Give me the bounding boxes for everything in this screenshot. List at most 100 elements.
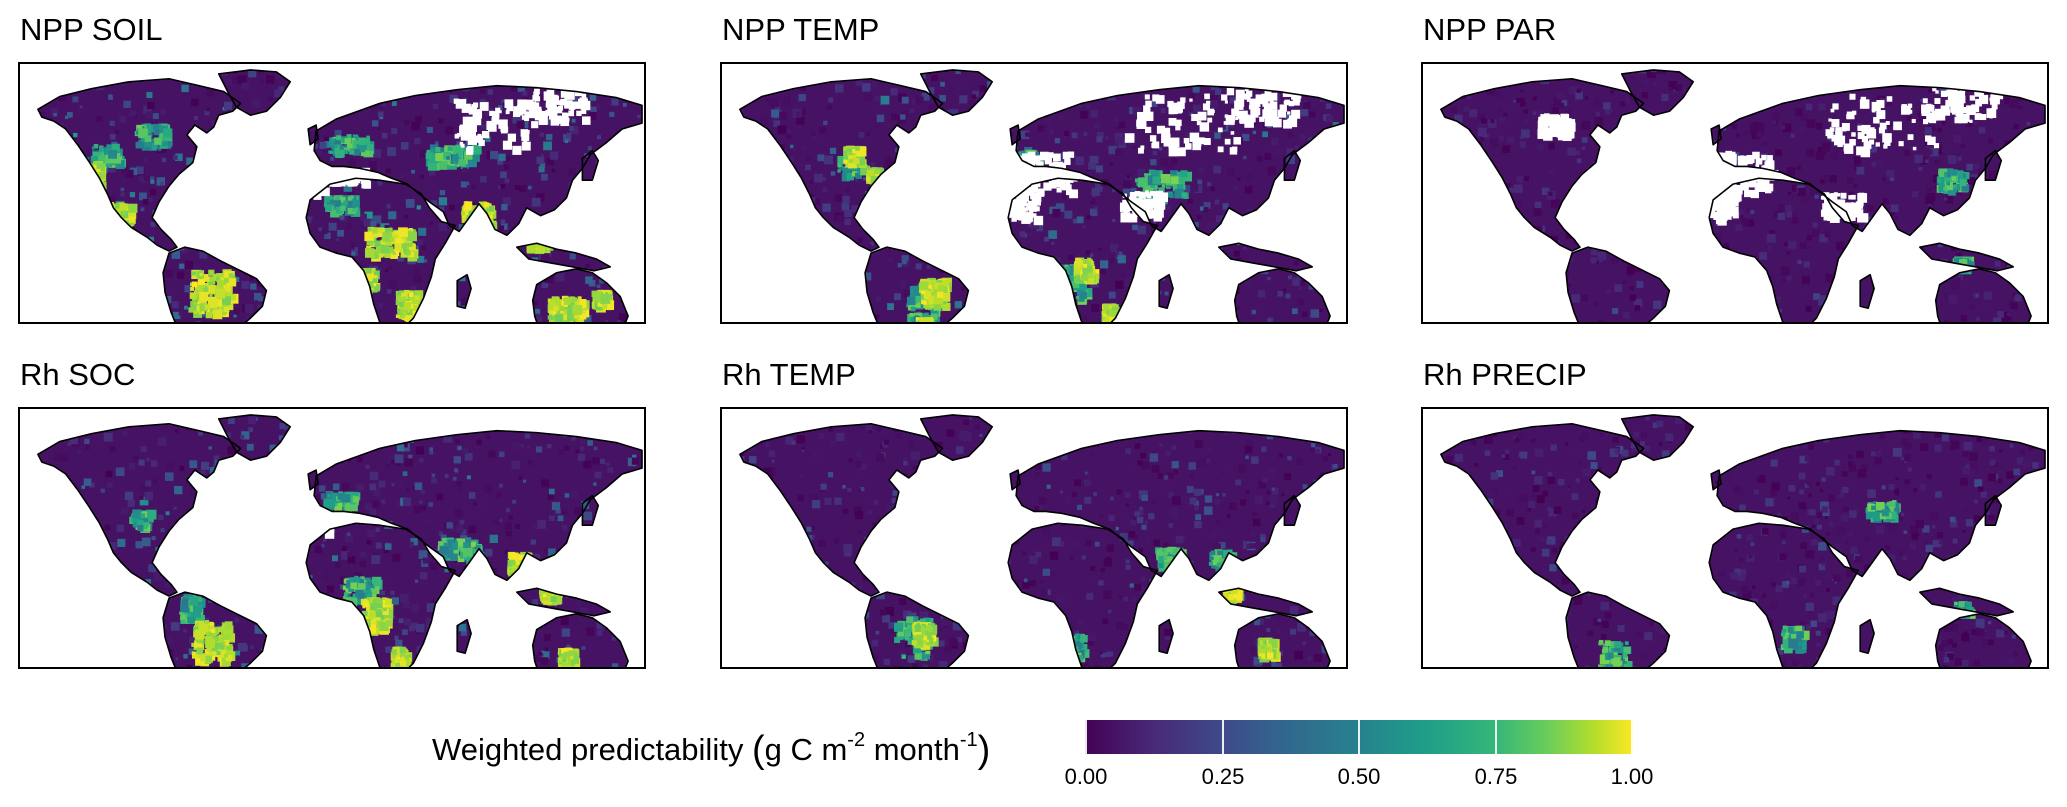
field-cell: [784, 302, 789, 306]
field-cell: [64, 178, 71, 184]
field-cell: [260, 124, 270, 133]
field-cell: [759, 236, 767, 244]
no-data-cell: [356, 172, 363, 179]
no-data-cell: [1134, 198, 1142, 206]
field-cell: [822, 187, 828, 193]
field-cell-warm: [90, 155, 100, 165]
field-cell-warm: [138, 128, 148, 139]
field-cell: [594, 77, 601, 84]
field-cell: [752, 140, 760, 148]
no-data-cell: [336, 170, 342, 175]
greenland-outline: [919, 69, 994, 116]
field-cell-warm: [113, 155, 122, 164]
field-cell: [818, 261, 825, 268]
field-cell: [219, 69, 228, 76]
field-cell: [903, 79, 908, 85]
field-cell: [260, 229, 266, 235]
field-cell: [869, 161, 876, 168]
field-cell-hot: [537, 235, 543, 241]
field-cell: [1252, 130, 1257, 135]
no-data-cell: [1048, 180, 1057, 189]
field-cell-warm: [331, 142, 336, 147]
field-cell: [1316, 224, 1323, 230]
field-cell: [409, 86, 417, 94]
field-cell-warm: [331, 198, 338, 206]
field-cell: [1000, 145, 1004, 149]
field-cell: [530, 74, 539, 82]
field-cell: [985, 164, 989, 168]
no-data-cell: [310, 189, 314, 193]
field-cell: [822, 275, 829, 283]
no-data-cell: [479, 102, 489, 111]
field-cell-warm: [1056, 278, 1065, 286]
no-data-cell: [333, 168, 343, 177]
field-cell: [757, 241, 765, 249]
field-cell: [337, 75, 346, 84]
field-cell: [160, 181, 164, 186]
no-data-cell: [493, 117, 499, 122]
field-cell: [821, 176, 827, 181]
field-cell: [1138, 306, 1147, 316]
field-cell: [264, 125, 270, 130]
no-data-cell: [328, 167, 336, 175]
field-cell: [252, 260, 261, 269]
no-data-cell: [1069, 189, 1079, 199]
field-cell: [799, 108, 807, 116]
field-cell: [37, 319, 43, 322]
no-data-cell: [1047, 152, 1054, 159]
field-cell: [858, 282, 866, 289]
field-cell: [40, 270, 49, 279]
field-cell: [553, 218, 558, 223]
field-cell-hot: [82, 167, 88, 173]
no-data-cell: [293, 180, 300, 186]
field-cell: [1282, 288, 1287, 293]
field-cell-hot: [362, 284, 366, 288]
field-cell-hot: [400, 307, 408, 315]
field-cell: [248, 181, 256, 189]
field-cell-warm: [1229, 233, 1237, 240]
field-cell: [1342, 208, 1345, 213]
field-cell: [450, 243, 460, 252]
field-cell-hot: [1079, 257, 1085, 263]
field-cell: [1211, 271, 1217, 277]
field-cell: [430, 69, 436, 71]
field-cell: [1303, 101, 1311, 109]
field-cell-warm: [1234, 230, 1243, 239]
field-cell-hot: [188, 307, 194, 313]
field-cell: [942, 123, 947, 129]
field-cell-hot: [79, 166, 85, 173]
field-cell: [85, 84, 90, 89]
field-cell-warm: [851, 171, 858, 177]
no-data-cell: [1287, 111, 1291, 115]
field-cell: [241, 142, 248, 150]
field-cell-hot: [1104, 315, 1113, 322]
field-cell-warm: [1015, 156, 1019, 161]
field-cell: [1034, 104, 1043, 112]
field-cell: [1311, 213, 1319, 221]
field-cell: [225, 141, 234, 150]
field-cell: [890, 113, 898, 121]
field-cell: [37, 186, 42, 193]
field-cell: [52, 161, 59, 168]
field-cell-hot: [540, 234, 548, 241]
field-cell-warm: [326, 199, 333, 206]
field-cell: [820, 285, 828, 294]
field-cell-hot: [354, 278, 362, 286]
field-cell: [1109, 257, 1115, 263]
field-cell-warm: [1225, 228, 1230, 233]
field-cell: [481, 280, 489, 288]
uk-outline: [1009, 124, 1021, 146]
field-cell: [826, 69, 836, 74]
field-cell: [378, 268, 382, 272]
field-cell: [1207, 182, 1212, 187]
field-cell: [499, 93, 503, 97]
field-cell-warm: [114, 152, 121, 159]
field-cell-warm: [1170, 176, 1179, 184]
field-cell: [975, 189, 981, 195]
field-cell: [328, 104, 337, 113]
africa-outline: [1007, 177, 1159, 322]
field-cell: [1259, 211, 1267, 219]
field-cell: [1037, 124, 1045, 132]
field-cell: [518, 234, 525, 241]
field-cell-hot: [65, 164, 72, 171]
